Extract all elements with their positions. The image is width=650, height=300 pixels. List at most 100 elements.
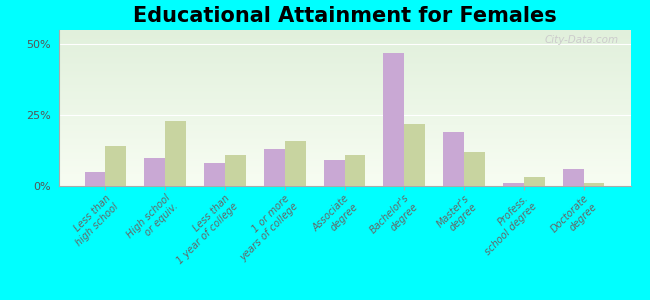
Title: Educational Attainment for Females: Educational Attainment for Females: [133, 6, 556, 26]
Bar: [58, 164, 630, 166]
Bar: [58, 136, 630, 138]
Bar: [58, 180, 630, 181]
Bar: [324, 160, 344, 186]
Bar: [58, 102, 630, 103]
Bar: [58, 41, 630, 43]
Bar: [58, 35, 630, 36]
Bar: [464, 152, 485, 186]
Bar: [58, 80, 630, 82]
Bar: [58, 33, 630, 35]
Bar: [58, 78, 630, 80]
Bar: [58, 94, 630, 95]
Bar: [58, 110, 630, 111]
Bar: [58, 124, 630, 125]
Bar: [58, 88, 630, 89]
Bar: [524, 178, 545, 186]
Bar: [58, 56, 630, 58]
Bar: [58, 161, 630, 163]
Bar: [58, 117, 630, 119]
Bar: [58, 64, 630, 66]
Bar: [58, 95, 630, 97]
Bar: [58, 113, 630, 114]
Bar: [58, 103, 630, 105]
Bar: [58, 61, 630, 63]
Bar: [58, 183, 630, 184]
Bar: [58, 74, 630, 75]
Bar: [58, 163, 630, 164]
Bar: [58, 92, 630, 94]
Bar: [404, 124, 425, 186]
Bar: [58, 53, 630, 55]
Bar: [58, 44, 630, 46]
Bar: [58, 144, 630, 146]
Bar: [58, 108, 630, 110]
Bar: [58, 68, 630, 69]
Bar: [58, 47, 630, 49]
Bar: [58, 141, 630, 142]
Bar: [58, 38, 630, 39]
Bar: [84, 172, 105, 186]
Bar: [58, 69, 630, 70]
Bar: [58, 100, 630, 102]
Bar: [58, 184, 630, 186]
Bar: [58, 119, 630, 121]
Bar: [285, 141, 306, 186]
Bar: [58, 85, 630, 86]
Text: City-Data.com: City-Data.com: [545, 35, 619, 45]
Bar: [58, 75, 630, 77]
Bar: [58, 66, 630, 68]
Bar: [58, 89, 630, 91]
Bar: [58, 122, 630, 124]
Bar: [443, 132, 464, 186]
Bar: [58, 172, 630, 173]
Bar: [58, 177, 630, 178]
Bar: [58, 32, 630, 33]
Bar: [58, 55, 630, 56]
Bar: [58, 170, 630, 172]
Bar: [58, 146, 630, 147]
Bar: [563, 169, 584, 186]
Bar: [58, 150, 630, 152]
Bar: [503, 183, 524, 186]
Bar: [58, 97, 630, 99]
Bar: [58, 128, 630, 130]
Bar: [58, 127, 630, 128]
Bar: [58, 158, 630, 160]
Bar: [58, 99, 630, 100]
Bar: [58, 147, 630, 148]
Bar: [58, 169, 630, 170]
Bar: [58, 167, 630, 169]
Bar: [58, 131, 630, 133]
Bar: [58, 58, 630, 60]
Bar: [58, 155, 630, 156]
Bar: [58, 91, 630, 92]
Bar: [58, 70, 630, 72]
Bar: [58, 160, 630, 161]
Bar: [58, 156, 630, 158]
Bar: [58, 30, 630, 31]
Bar: [225, 155, 246, 186]
Bar: [58, 46, 630, 47]
Bar: [165, 121, 186, 186]
Bar: [58, 49, 630, 50]
Bar: [58, 106, 630, 108]
Bar: [58, 139, 630, 141]
Bar: [144, 158, 165, 186]
Bar: [58, 83, 630, 85]
Bar: [58, 142, 630, 144]
Bar: [204, 163, 225, 186]
Bar: [58, 134, 630, 136]
Bar: [58, 173, 630, 175]
Bar: [58, 130, 630, 131]
Bar: [58, 166, 630, 167]
Bar: [58, 111, 630, 113]
Bar: [58, 178, 630, 180]
Bar: [58, 114, 630, 116]
Bar: [58, 52, 630, 53]
Bar: [58, 39, 630, 41]
Bar: [58, 138, 630, 139]
Bar: [58, 43, 630, 44]
Bar: [58, 181, 630, 183]
Bar: [58, 153, 630, 155]
Bar: [58, 36, 630, 38]
